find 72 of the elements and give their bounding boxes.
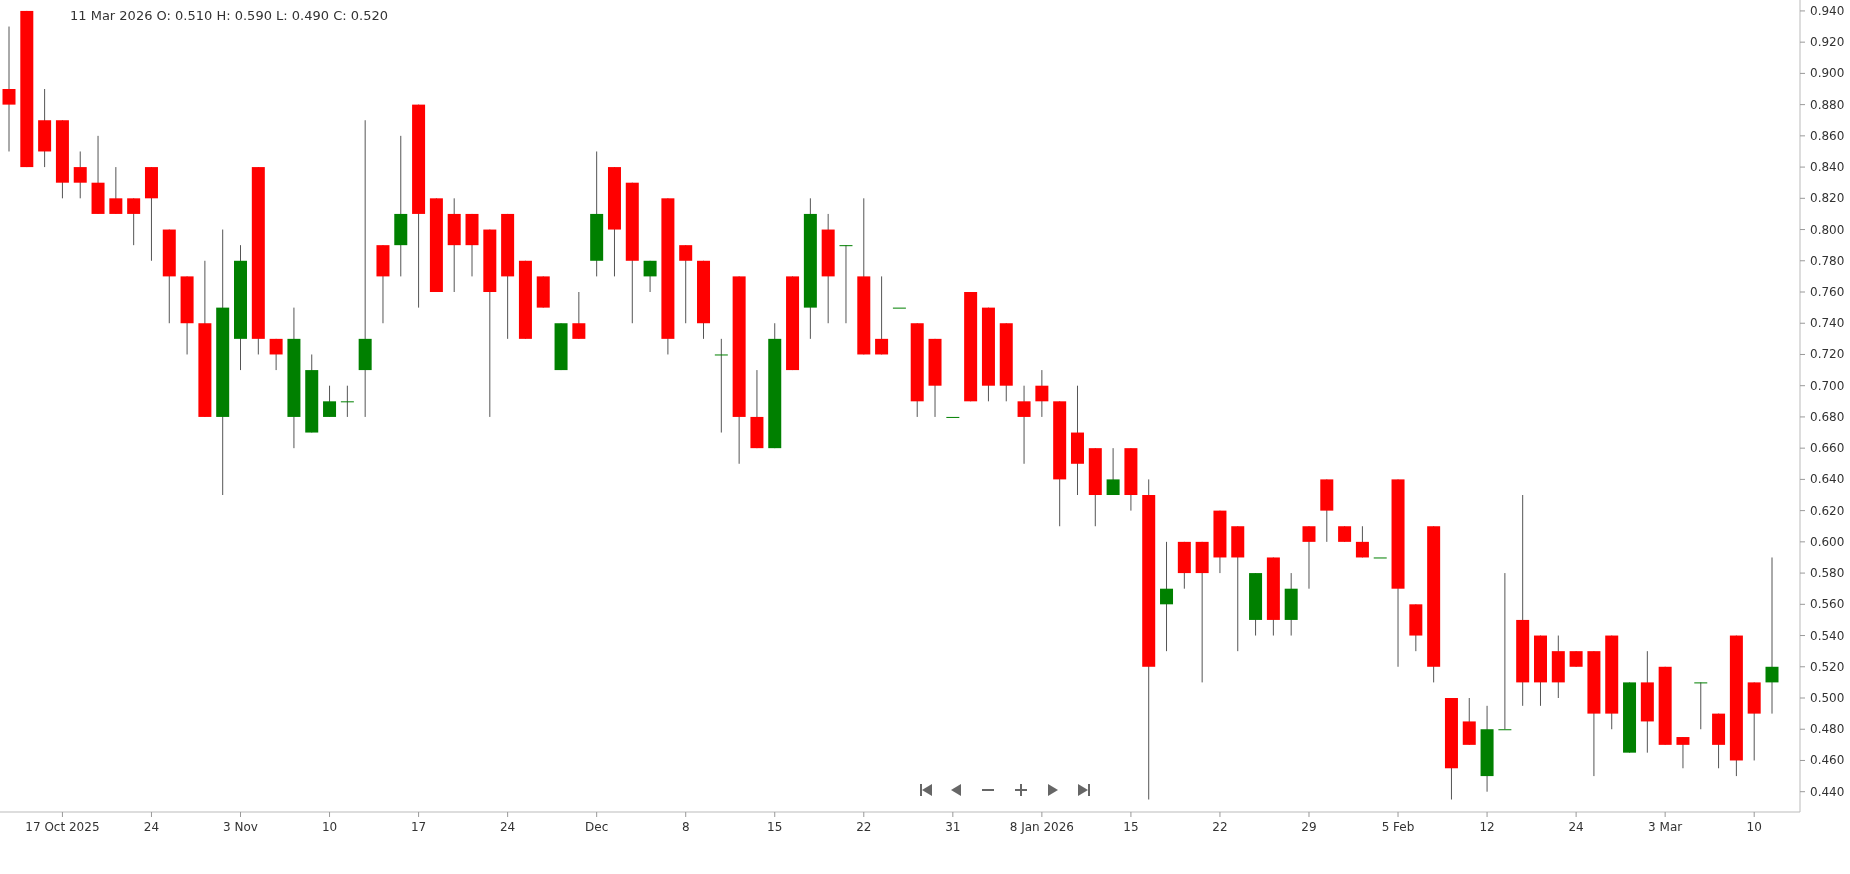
candlestick — [340, 385, 354, 418]
y-tick-label: 0.820 — [1810, 191, 1845, 206]
x-tick-label: 15 — [1123, 820, 1139, 834]
x-tick-label: 24 — [499, 820, 516, 834]
x-tick-label: 8 — [681, 820, 690, 834]
y-tick-label: 0.880 — [1810, 97, 1845, 112]
candlestick — [679, 244, 693, 324]
x-tick-label: 29 — [1301, 820, 1317, 834]
candlestick — [358, 119, 372, 418]
candlestick — [714, 338, 728, 434]
y-tick-label: 0.740 — [1810, 316, 1845, 331]
x-tick-label: 31 — [945, 820, 961, 834]
y-tick-label: 0.720 — [1810, 347, 1845, 362]
x-tick-label: 17 Oct 2025 — [25, 820, 100, 834]
x-tick-label: 12 — [1479, 820, 1495, 834]
x-tick-label: Dec — [585, 820, 609, 834]
candlestick — [1765, 556, 1779, 715]
candlestick — [839, 244, 853, 324]
candlestick — [643, 260, 657, 293]
x-tick-label: 22 — [1212, 820, 1228, 834]
y-tick-label: 0.460 — [1810, 753, 1845, 768]
candlestick — [269, 338, 283, 371]
x-tick-label: 3 Nov — [223, 820, 258, 834]
candlestick — [572, 291, 586, 340]
y-tick-label: 0.800 — [1810, 222, 1845, 237]
x-tick-label: 24 — [1568, 820, 1584, 834]
y-tick-label: 0.780 — [1810, 253, 1845, 268]
y-tick-label: 0.440 — [1810, 784, 1845, 799]
candlestick — [127, 197, 141, 246]
candlestick — [73, 150, 87, 199]
y-tick-label: 0.840 — [1810, 160, 1845, 175]
x-tick-label: 17 — [410, 820, 427, 834]
y-tick-label: 0.520 — [1810, 659, 1845, 674]
y-tick-label: 0.600 — [1810, 534, 1845, 549]
candlestick — [1694, 681, 1708, 730]
candlestick — [1498, 572, 1512, 731]
candlestick — [1355, 525, 1369, 558]
y-tick-label: 0.580 — [1810, 566, 1845, 581]
candlestick — [875, 275, 889, 355]
y-tick-label: 0.560 — [1810, 597, 1845, 612]
y-tick-label: 0.500 — [1810, 691, 1845, 706]
y-tick-label: 0.700 — [1810, 378, 1845, 393]
x-tick-label: 5 Feb — [1381, 820, 1415, 834]
y-tick-label: 0.660 — [1810, 441, 1845, 456]
x-tick-label: 10 — [1746, 820, 1762, 834]
text: 11 Mar 2026 O: 0.510 H: 0.590 L: 0.490 C: 0.520 — [70, 8, 388, 23]
candlestick — [109, 166, 123, 215]
x-tick-label: 8 Jan 2026 — [1009, 820, 1075, 834]
candlestick — [1035, 369, 1049, 418]
x-tick-label: 15 — [767, 820, 783, 834]
y-tick-label: 0.620 — [1810, 503, 1845, 518]
candlestick — [1106, 447, 1120, 496]
y-tick-label: 0.860 — [1810, 128, 1845, 143]
x-tick-label: 10 — [321, 820, 338, 834]
candlestick — [1160, 541, 1174, 652]
candlestick — [1017, 385, 1031, 465]
candlestick — [323, 385, 337, 418]
y-tick-label: 0.680 — [1810, 409, 1845, 424]
y-tick-label: 0.640 — [1810, 472, 1845, 487]
y-tick-label: 0.760 — [1810, 285, 1845, 300]
candlestick — [1302, 525, 1316, 590]
x-tick-label: 24 — [143, 820, 160, 834]
candlestick — [1462, 697, 1476, 746]
candlestick — [1676, 736, 1690, 769]
y-tick-label: 0.920 — [1810, 35, 1845, 50]
y-tick-label: 0.540 — [1810, 628, 1845, 643]
x-tick-label: 22 — [856, 820, 872, 834]
y-tick-label: 0.940 — [1810, 3, 1845, 18]
y-tick-label: 0.480 — [1810, 722, 1845, 737]
y-tick-label: 0.900 — [1810, 66, 1845, 81]
x-tick-label: 3 Mar — [1648, 820, 1683, 834]
candlestick — [2, 26, 16, 152]
